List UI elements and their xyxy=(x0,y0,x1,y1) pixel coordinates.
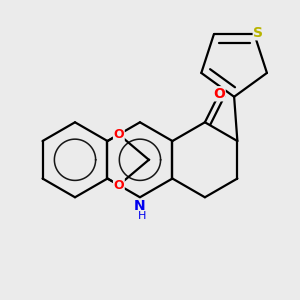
Text: O: O xyxy=(113,178,124,192)
Text: S: S xyxy=(253,26,263,40)
Text: O: O xyxy=(113,128,124,141)
Text: O: O xyxy=(213,87,225,101)
Text: H: H xyxy=(137,211,146,220)
Text: N: N xyxy=(134,200,146,213)
